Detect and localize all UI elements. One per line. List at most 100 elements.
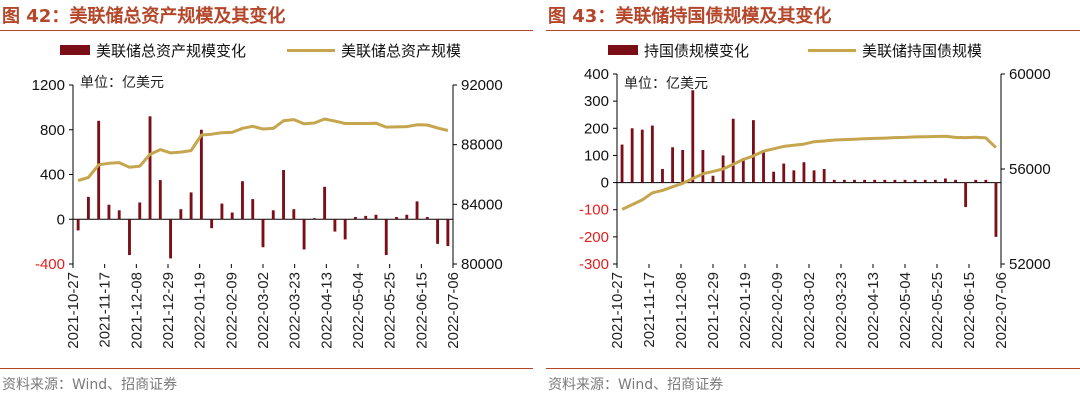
x-tick-label: 2022-05-04 [350, 272, 367, 349]
x-tick-label: 2022-07-06 [445, 272, 462, 349]
bar-mark [323, 186, 327, 220]
legend-line-swatch [808, 49, 856, 52]
bar-mark [148, 116, 152, 220]
x-tick-label: 2022-04-13 [318, 272, 335, 349]
left-y-tick-label: -300 [579, 256, 609, 273]
x-tick-label: 2021-12-29 [160, 272, 177, 349]
x-tick-label: 2021-10-27 [65, 272, 82, 349]
bar-mark [650, 125, 654, 183]
right-y-tick-label: 52000 [1009, 256, 1051, 273]
legend-bar-label: 持国债规模变化 [644, 42, 750, 60]
bar-mark [974, 179, 978, 183]
bar-mark [128, 219, 131, 256]
left-y-tick-label: 400 [40, 167, 65, 184]
bar-mark [661, 169, 664, 183]
bar-mark [333, 219, 337, 232]
bar-mark [711, 175, 715, 183]
bar-mark [199, 129, 203, 220]
bar-mark [353, 217, 357, 220]
left-y-tick-label: 100 [584, 147, 609, 164]
bar-mark [107, 204, 111, 220]
x-tick-label: 2022-05-25 [382, 272, 399, 349]
bar-mark [169, 219, 173, 259]
x-tick-label: 2021-12-08 [128, 272, 145, 349]
x-tick-label: 2022-03-23 [287, 272, 304, 349]
bar-mark [415, 201, 419, 220]
x-tick-label: 2022-03-02 [255, 272, 272, 349]
bar-mark [640, 129, 644, 183]
chart-title: 图 42：美联储总资产规模及其变化 [2, 6, 286, 27]
bar-mark [76, 219, 80, 231]
x-tick-label: 2021-10-27 [609, 272, 626, 349]
bar-mark [691, 90, 695, 183]
bar-mark [282, 170, 285, 220]
unit-label: 单位：亿美元 [624, 76, 708, 92]
bar-mark [425, 217, 429, 220]
bar-mark [994, 182, 998, 237]
bar-mark [395, 217, 398, 220]
left-y-tick-label: 200 [584, 120, 609, 137]
right-y-tick-label: 60000 [1009, 66, 1051, 83]
left-y-tick-label: 0 [601, 175, 609, 192]
bar-mark [364, 215, 368, 220]
bar-mark [944, 178, 947, 183]
bar-mark [782, 163, 786, 183]
bar-mark [792, 170, 796, 183]
bar-mark [842, 179, 846, 183]
bar-mark [261, 219, 265, 248]
bar-mark [271, 210, 275, 220]
bar-mark [822, 169, 826, 183]
x-tick-label: 2022-01-19 [192, 272, 209, 349]
left-y-tick-label: -200 [579, 229, 609, 246]
left-y-tick-label: 800 [40, 122, 65, 139]
bar-mark [158, 180, 162, 220]
bar-mark [230, 212, 234, 220]
x-tick-label: 2022-04-13 [865, 272, 882, 349]
bar-mark [436, 219, 440, 244]
bar-mark [762, 150, 765, 183]
bar-mark [752, 120, 755, 183]
bar-mark [731, 118, 735, 183]
bar-mark [903, 179, 907, 183]
bar-mark [741, 158, 745, 183]
bar-mark [681, 150, 685, 183]
bar-mark [251, 199, 255, 220]
x-tick-label: 2021-12-29 [705, 272, 722, 349]
chart-svg: -300 -200 -100 0 100 200 300 400 52000 56000 60000… [579, 66, 1051, 349]
bar-mark [97, 120, 101, 220]
x-tick-label: 2022-02-09 [769, 272, 786, 349]
bar-mark [984, 179, 988, 183]
bar-mark [873, 179, 877, 183]
bar-mark [863, 179, 866, 183]
left-y-tick-label: 0 [57, 211, 65, 228]
legend-bar-label: 美联储总资产规模变化 [96, 42, 247, 60]
right-y-tick-label: 88000 [461, 137, 503, 154]
legend-bar-swatch [60, 45, 90, 55]
bar-mark [701, 150, 705, 183]
left-y-tick-label: 300 [584, 93, 609, 110]
bar-mark [312, 218, 316, 220]
bar-mark [853, 179, 856, 183]
bar-mark [384, 219, 388, 256]
x-tick-label: 2021-11-17 [97, 272, 114, 348]
x-tick-label: 2022-02-09 [223, 272, 240, 349]
bar-mark [405, 214, 409, 220]
x-tick-label: 2022-07-06 [993, 272, 1010, 349]
bar-mark [832, 179, 836, 183]
x-tick-label: 2021-11-17 [641, 272, 658, 348]
left-y-tick-label: -100 [579, 202, 609, 219]
x-tick-label: 2022-05-04 [897, 272, 914, 349]
bar-mark [933, 179, 937, 183]
source-note: 资料来源：Wind、招商证券 [548, 377, 724, 393]
bar-mark [893, 179, 897, 183]
left-y-tick-label: 1200 [32, 77, 65, 94]
line-series [621, 134, 997, 211]
bottom-rule [546, 368, 1080, 369]
bottom-rule [0, 368, 533, 369]
bar-mark [241, 181, 244, 220]
bar-mark [630, 128, 634, 183]
chart-title: 图 43：美联储持国债规模及其变化 [548, 6, 832, 27]
bar-mark [179, 209, 183, 220]
bar-mark [883, 179, 887, 183]
right-y-tick-label: 80000 [461, 256, 503, 273]
